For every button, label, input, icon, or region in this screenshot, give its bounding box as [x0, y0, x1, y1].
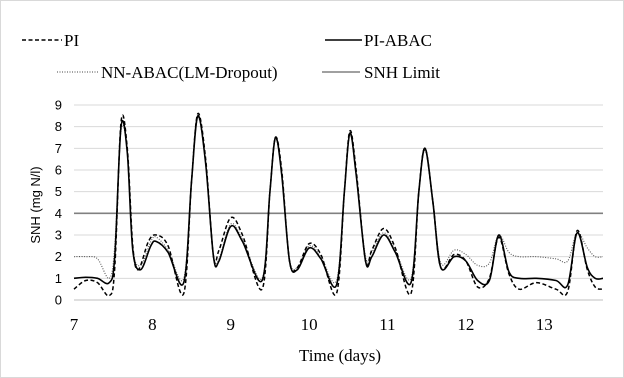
legend: PI PI-ABAC NN-ABAC(LM-Dropout) SNH Limit — [22, 31, 440, 82]
series-lines — [73, 112, 604, 297]
legend-item-snh-limit: SNH Limit — [322, 63, 440, 82]
y-tick-label: 2 — [55, 249, 62, 264]
x-tick-label: 8 — [148, 315, 157, 334]
x-tick-label: 10 — [301, 315, 318, 334]
legend-item-pi: PI — [22, 31, 79, 50]
series-line-pi — [73, 112, 604, 297]
y-tick-label: 0 — [55, 293, 62, 308]
y-tick-label: 4 — [55, 206, 62, 221]
y-tick-label: 5 — [55, 184, 62, 199]
legend-label-pi: PI — [64, 31, 79, 50]
y-axis-title: SNH (mg N/l) — [28, 166, 43, 243]
x-tick-label: 7 — [70, 315, 79, 334]
y-tick-label: 6 — [55, 163, 62, 178]
x-tick-label: 11 — [379, 315, 395, 334]
y-tick-label: 7 — [55, 141, 62, 156]
x-tick-label: 13 — [536, 315, 553, 334]
x-axis-title: Time (days) — [299, 346, 381, 365]
y-tick-label: 9 — [55, 98, 62, 113]
x-tick-label: 12 — [457, 315, 474, 334]
y-tick-label: 3 — [55, 228, 62, 243]
legend-item-pi-abac: PI-ABAC — [325, 31, 432, 50]
y-tick-label: 8 — [55, 119, 62, 134]
legend-item-nn-abac: NN-ABAC(LM-Dropout) — [57, 63, 278, 82]
x-tick-label: 9 — [226, 315, 235, 334]
legend-label-snh-limit: SNH Limit — [364, 63, 440, 82]
legend-label-nn-abac: NN-ABAC(LM-Dropout) — [101, 63, 278, 82]
y-tick-label: 1 — [55, 271, 62, 286]
legend-label-pi-abac: PI-ABAC — [364, 31, 432, 50]
